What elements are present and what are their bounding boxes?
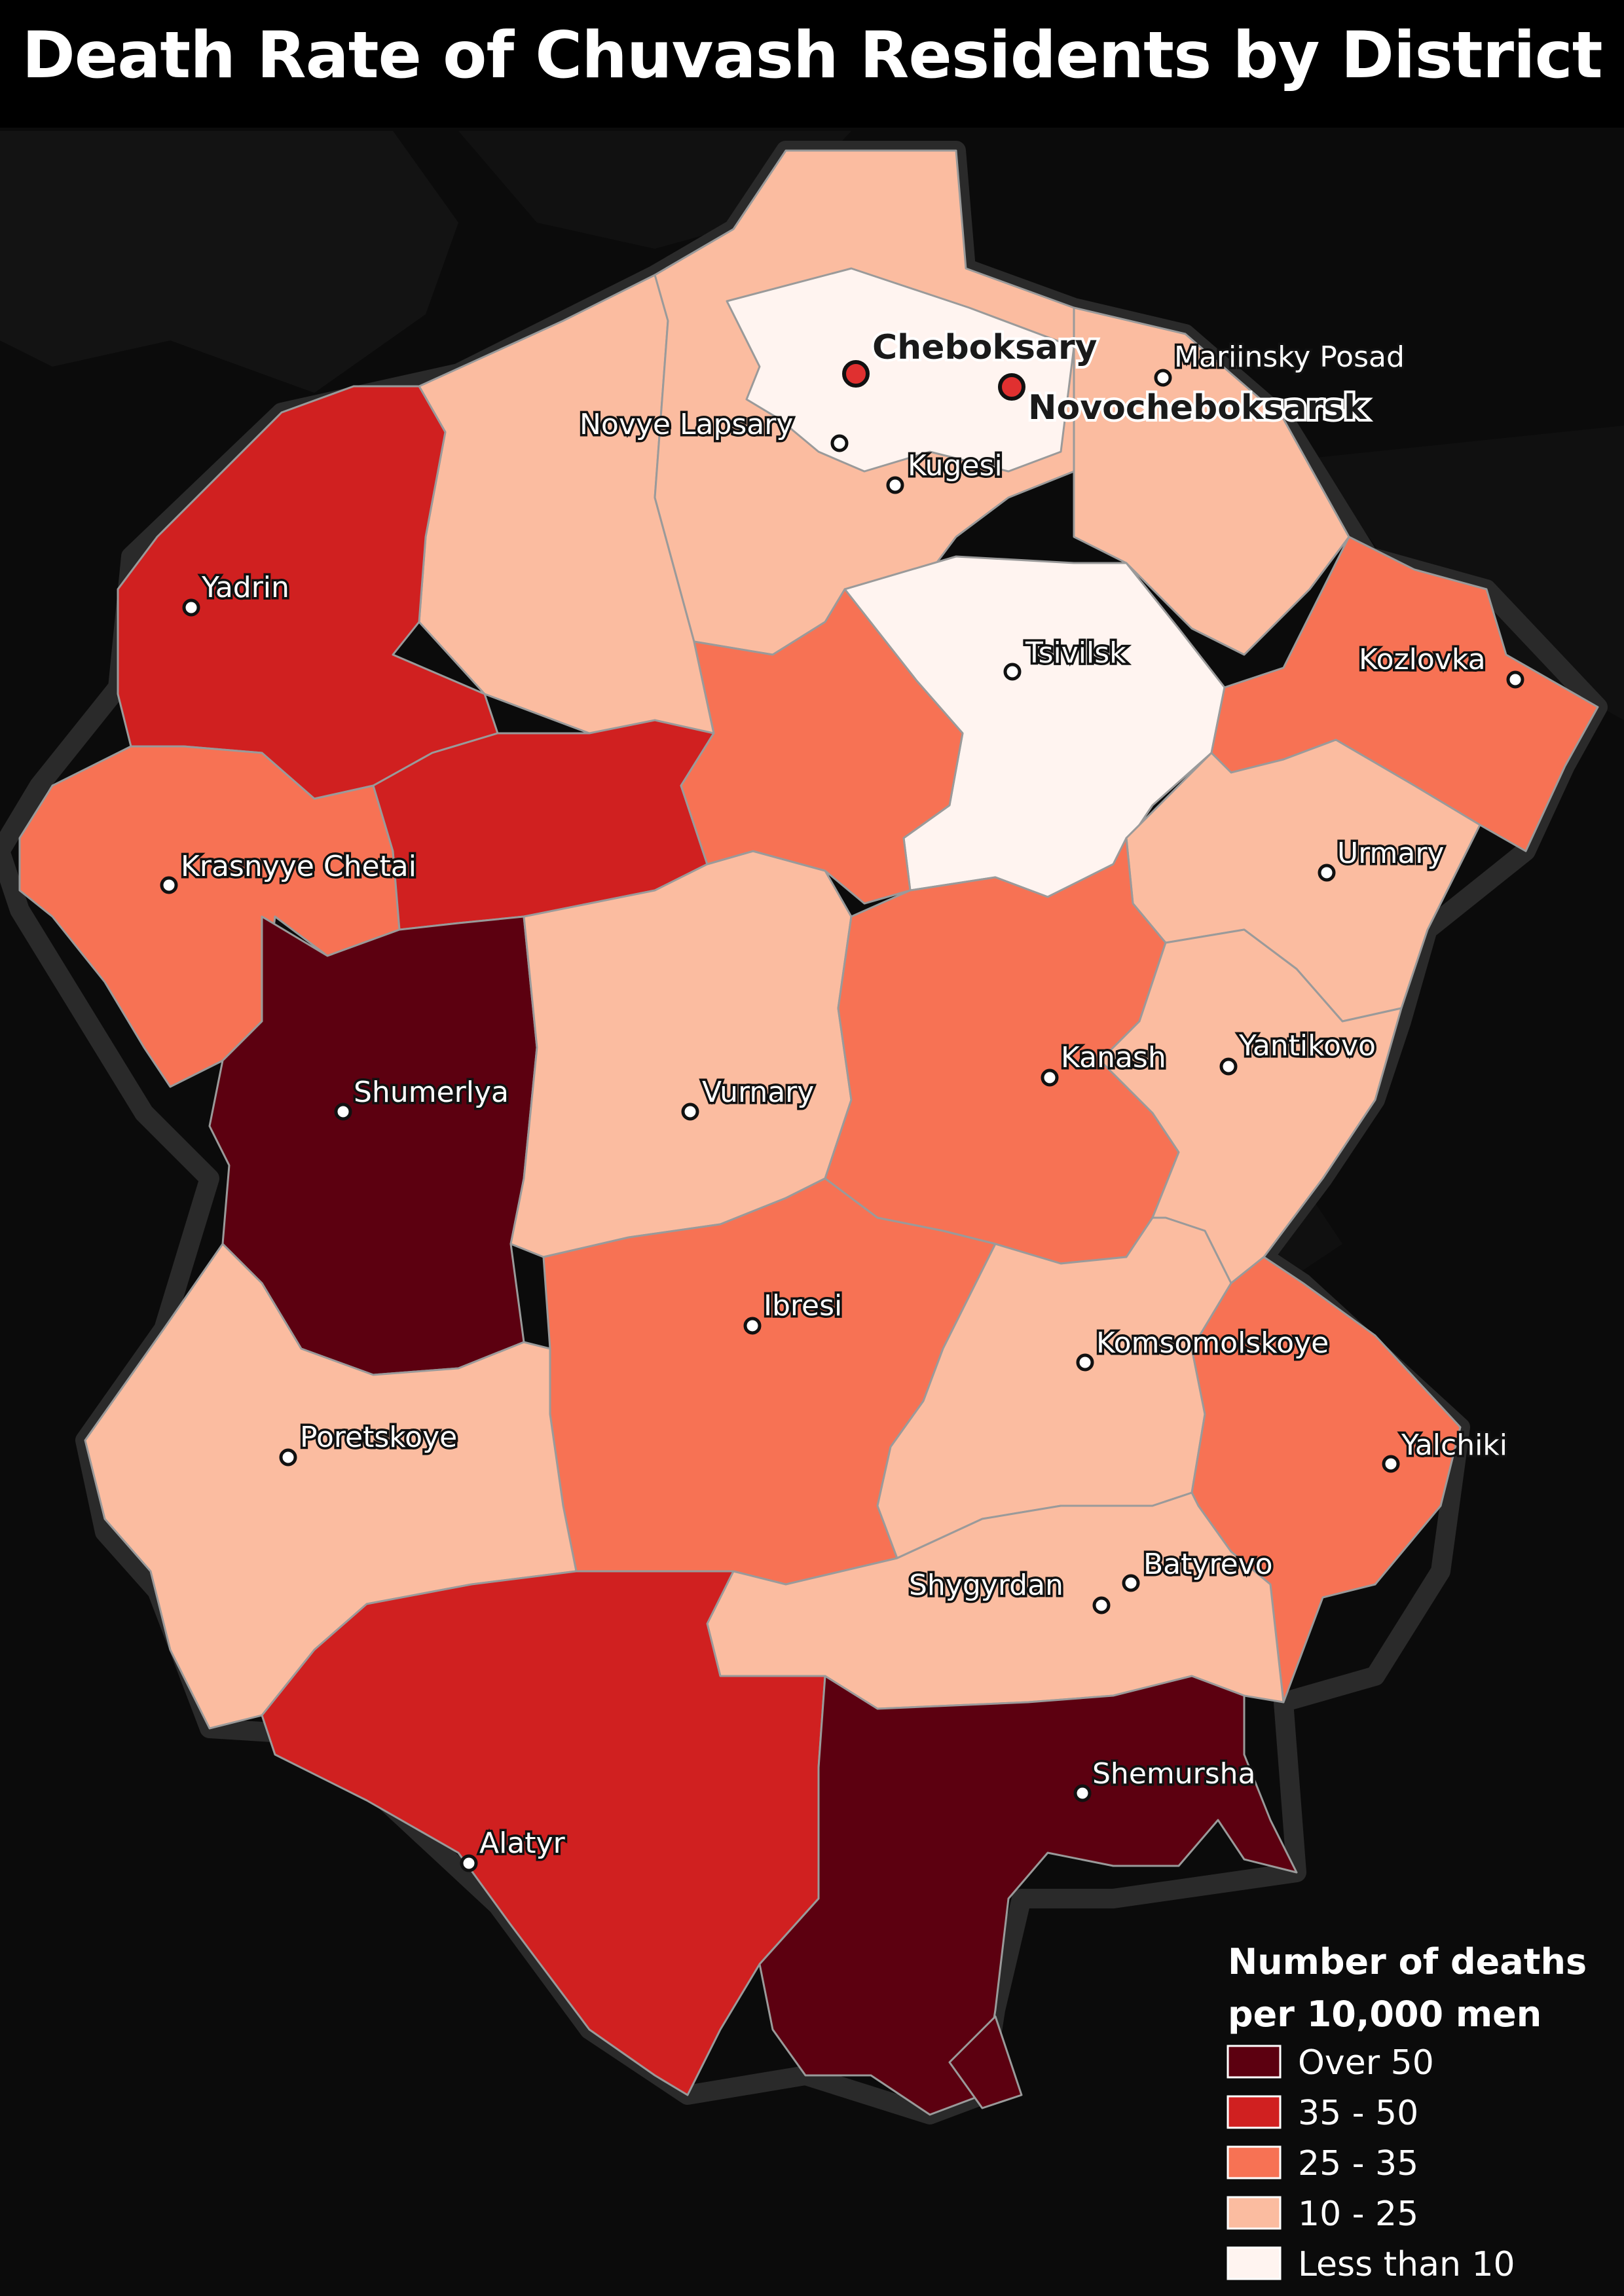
shygyrdan-marker[interactable] — [1092, 1596, 1111, 1614]
district-cheboksary-city[interactable] — [726, 267, 1075, 473]
label-poretskoye: Poretskoye — [300, 1421, 457, 1454]
label-batyrevo: Batyrevo — [1143, 1548, 1273, 1581]
label-cheboksary: Cheboksary — [872, 328, 1098, 367]
label-yalchiki: Yalchiki — [1401, 1429, 1507, 1462]
place-markers: Cheboksary Novocheboksarsk Mariinsky Pos… — [160, 325, 1524, 1872]
urmary-marker[interactable] — [1318, 864, 1336, 882]
label-novye-lapsary: Novye Lapsary — [580, 408, 793, 441]
novocheboksarsk-marker[interactable] — [998, 373, 1025, 401]
legend-swatch-35-50 — [1227, 2095, 1282, 2129]
label-urmary: Urmary — [1337, 837, 1444, 870]
kanash-marker[interactable] — [1041, 1068, 1059, 1087]
poretskoye-marker[interactable] — [279, 1448, 297, 1467]
legend-label-25-35: 25 - 35 — [1298, 2144, 1418, 2183]
label-yadrin: Yadrin — [201, 571, 289, 604]
label-tsivilsk: Tsivilsk — [1025, 636, 1126, 670]
district-alatyr[interactable] — [261, 1570, 826, 2096]
novye-lapsary-marker[interactable] — [830, 434, 849, 452]
batyrevo-marker[interactable] — [1122, 1574, 1140, 1592]
label-ibresi: Ibresi — [764, 1289, 842, 1322]
legend-swatch-over-50 — [1227, 2045, 1282, 2079]
komsomolskoye-marker[interactable] — [1076, 1353, 1094, 1372]
district-krasnoarmeyskoye[interactable] — [680, 588, 964, 905]
legend-title-line2: per 10,000 men — [1228, 1994, 1541, 2035]
label-shygyrdan: Shygyrdan — [909, 1569, 1063, 1602]
label-krasnyye-chetai: Krasnyye Chetai — [181, 850, 416, 883]
mariinsky-posad-marker[interactable] — [1154, 369, 1172, 387]
label-mariinsky-posad: Mariinsky Posad — [1174, 340, 1405, 374]
legend-label-10-25: 10 - 25 — [1298, 2195, 1418, 2234]
yantikovo-marker[interactable] — [1219, 1057, 1238, 1076]
cheboksary-marker[interactable] — [842, 360, 870, 388]
yadrin-marker[interactable] — [182, 598, 200, 617]
district-shemursha[interactable] — [758, 1675, 1298, 2116]
shumerlya-marker[interactable] — [334, 1102, 352, 1121]
title-bar: Death Rate of Chuvash Residents by Distr… — [0, 0, 1624, 128]
label-vurnary: Vurnary — [702, 1076, 814, 1109]
legend-swatch-25-35 — [1227, 2145, 1282, 2179]
label-komsomolskoye: Komsomolskoye — [1096, 1326, 1329, 1360]
tsivilsk-marker[interactable] — [1003, 663, 1022, 681]
district-mariinsky-posad[interactable] — [1073, 306, 1350, 656]
alatyr-marker[interactable] — [460, 1854, 478, 1872]
label-alatyr: Alatyr — [479, 1827, 566, 1860]
kugesi-marker[interactable] — [886, 476, 904, 494]
label-kanash: Kanash — [1061, 1041, 1166, 1074]
label-kugesi: Kugesi — [908, 449, 1003, 483]
legend-label-35-50: 35 - 50 — [1298, 2094, 1418, 2133]
label-shumerlya: Shumerlya — [354, 1076, 509, 1109]
label-yantikovo: Yantikovo — [1238, 1029, 1376, 1063]
label-novocheboksarsk: Novocheboksarsk — [1028, 388, 1367, 428]
vurnary-marker[interactable] — [681, 1102, 699, 1121]
shemursha-marker[interactable] — [1073, 1784, 1092, 1802]
legend-label-less-10: Less than 10 — [1298, 2245, 1515, 2284]
legend: Number of deaths per 10,000 men Over 50 … — [1227, 1941, 1587, 2284]
legend-title-line1: Number of deaths — [1228, 1941, 1587, 1982]
label-shemursha: Shemursha — [1092, 1757, 1256, 1791]
district-shemursha-exclave[interactable] — [948, 2015, 1023, 2109]
map-title: Death Rate of Chuvash Residents by Distr… — [22, 18, 1602, 93]
legend-swatch-less-10 — [1227, 2246, 1282, 2280]
krasnyye-chetai-marker[interactable] — [160, 876, 178, 894]
legend-swatch-10-25 — [1227, 2196, 1282, 2230]
label-kozlovka: Kozlovka — [1359, 643, 1486, 676]
legend-label-over-50: Over 50 — [1298, 2043, 1434, 2083]
district-yalchiki[interactable] — [1190, 1256, 1462, 1704]
ibresi-marker[interactable] — [743, 1317, 762, 1335]
yalchiki-marker[interactable] — [1382, 1455, 1400, 1473]
kozlovka-marker[interactable] — [1506, 670, 1524, 689]
